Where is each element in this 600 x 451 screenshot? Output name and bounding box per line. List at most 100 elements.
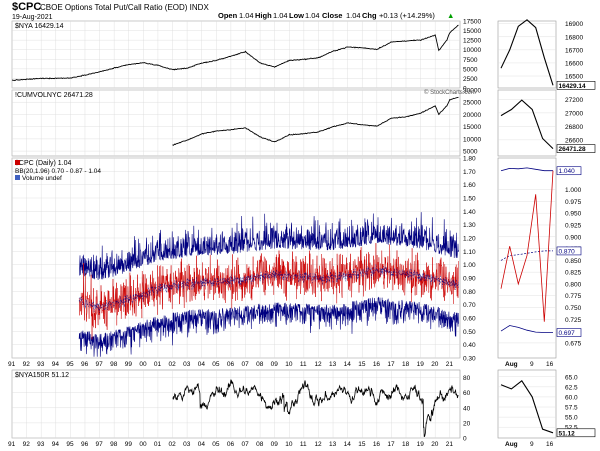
x-tick-label: 94 — [52, 441, 60, 448]
y-tick-label: 10000 — [463, 136, 481, 143]
x-tick-label: 04 — [198, 441, 206, 448]
zoom-tick-label: 0.925 — [565, 222, 582, 229]
x-tick-label: 96 — [81, 441, 89, 448]
x-tick-label: 19 — [417, 441, 425, 448]
zoom-tick-label: 27200 — [565, 97, 583, 104]
watermark: © StockCharts.com — [424, 89, 476, 96]
x-tick-label: 02 — [169, 441, 177, 448]
y-tick-label: 20 — [463, 420, 471, 427]
x-tick-label: 06 — [227, 361, 235, 368]
x-tick-label: 20 — [431, 361, 439, 368]
chart-date: 19-Aug-2021 — [12, 14, 53, 21]
y-tick-label: 1.20 — [463, 236, 476, 243]
zoom-lower-band — [500, 325, 553, 333]
panel-nya: 17500 15000 12500 10000 7500 5000 2500 0 $NYA 16… — [11, 19, 596, 93]
zoom-tick-label: 16700 — [565, 47, 583, 54]
zoom-panel: 16900 16800 16700 16600 16500 16429.14 — [498, 19, 596, 90]
bollinger-lower-band — [78, 296, 459, 357]
y-tick-label: 80 — [463, 375, 471, 382]
panel-nya150r: 80 60 40 20 0 $NYA150R 51.12 65.0 62.5 60.0 57.5 5… — [11, 369, 596, 443]
x-tick-label: 05 — [212, 361, 220, 368]
x-axis-zoom-upper: Aug 9 16 — [505, 361, 554, 368]
x-tick-label: 92 — [23, 361, 31, 368]
x-tick-label: 18 — [402, 441, 410, 448]
zoom-x-tick-label: 9 — [530, 361, 534, 368]
up-arrow-icon: ▲ — [447, 11, 454, 20]
zoom-tick-label: 0.975 — [565, 199, 582, 206]
zoom-tick-label: 52.5 — [565, 425, 578, 432]
y-tick-label: 5000 — [463, 66, 478, 73]
year-gridlines — [11, 90, 450, 156]
x-tick-label: 12 — [314, 441, 322, 448]
x-tick-label: 03 — [183, 441, 191, 448]
value-tag-box — [556, 246, 582, 256]
x-tick-label: 00 — [139, 361, 147, 368]
x-axis-years-upper: 91 92 93 94 95 96 97 98 99 00 01 02 03 04 05 06 07 08 09 10… — [8, 361, 453, 368]
zoom-tick-label: 26800 — [565, 124, 583, 131]
x-tick-label: 94 — [52, 361, 60, 368]
open-label: Open — [218, 11, 238, 20]
panel-legend: $NYA150R 51.12 — [15, 372, 69, 379]
zoom-panel-frame — [497, 89, 557, 157]
zoom-tick-label: 0.900 — [565, 234, 582, 241]
y-tick-label: 1.10 — [463, 249, 476, 256]
x-tick-label: 19 — [417, 361, 425, 368]
year-gridlines — [11, 158, 450, 358]
value-tag: 0.697 — [559, 330, 576, 337]
zoom-tick-label: 0.825 — [565, 270, 582, 277]
value-tag-box — [556, 144, 596, 153]
panel-cpc: 1.80 1.70 1.60 1.50 1.40 1.30 1.20 1.10 1.00 0.90… — [11, 156, 582, 363]
low-value: 1.04 — [305, 11, 320, 20]
y-tick-label: 40 — [463, 405, 471, 412]
volume-swatch — [15, 175, 20, 180]
x-tick-label: 11 — [300, 441, 307, 448]
x-tick-label: 93 — [37, 361, 45, 368]
x-tick-label: 99 — [125, 361, 133, 368]
year-gridlines — [11, 21, 450, 88]
chg-label: Chg — [362, 11, 377, 20]
x-tick-label: 20 — [431, 441, 439, 448]
x-axis-zoom-lower: Aug 9 16 — [505, 441, 554, 448]
x-tick-label: 18 — [402, 361, 410, 368]
zoom-tick-label: 55.0 — [565, 415, 578, 422]
y-tick-label: 1.00 — [463, 262, 476, 269]
y-tick-label: 0.60 — [463, 316, 476, 323]
zoom-panel: 1.0000.9750.9500.9250.9000.8750.8500.825… — [498, 166, 582, 347]
x-tick-label: 97 — [96, 441, 104, 448]
y-axis: 17500 15000 12500 10000 7500 5000 2500 0 — [12, 19, 481, 93]
x-tick-label: 95 — [66, 441, 74, 448]
chart-symbol: $CPC — [12, 1, 41, 13]
zoom-tick-label: 16500 — [565, 74, 583, 81]
value-tag-box — [556, 428, 596, 438]
y-axis: 30000 25000 20000 15000 10000 5000 — [12, 88, 481, 156]
x-tick-label: 09 — [271, 441, 279, 448]
y-tick-label: 1.50 — [463, 196, 476, 203]
y-tick-label: 1.70 — [463, 169, 476, 176]
x-tick-label: 14 — [344, 361, 352, 368]
zoom-x-tick-label: 16 — [546, 361, 554, 368]
y-tick-label: 0.70 — [463, 302, 476, 309]
x-tick-label: 10 — [285, 361, 293, 368]
x-tick-label: 01 — [154, 361, 162, 368]
x-tick-label: 07 — [241, 441, 249, 448]
y-tick-label: 1.40 — [463, 209, 476, 216]
value-tag: 0.870 — [559, 248, 576, 255]
y-tick-label: 15000 — [463, 124, 481, 131]
zoom-panel: 27200 27000 26800 26600 26471.28 — [498, 97, 596, 153]
x-tick-label: 01 — [154, 441, 162, 448]
zoom-tick-label: 0.800 — [565, 281, 582, 288]
zoom-x-tick-label: 16 — [546, 441, 554, 448]
zoom-tick-label: 0.750 — [565, 305, 582, 312]
x-tick-label: 07 — [241, 361, 249, 368]
y-tick-label: 60 — [463, 390, 471, 397]
zoom-tick-label: 62.5 — [565, 384, 578, 391]
x-tick-label: 99 — [125, 441, 133, 448]
bollinger-middle-band — [78, 264, 459, 313]
zoom-tick-label: 16800 — [565, 34, 583, 41]
zoom-tick-label: 0.850 — [565, 258, 582, 265]
value-tag: 51.12 — [559, 430, 576, 437]
x-tick-label: 92 — [23, 441, 31, 448]
y-tick-label: 7500 — [463, 57, 478, 64]
panel-legend: $CPC (Daily) 1.04 — [15, 160, 72, 167]
